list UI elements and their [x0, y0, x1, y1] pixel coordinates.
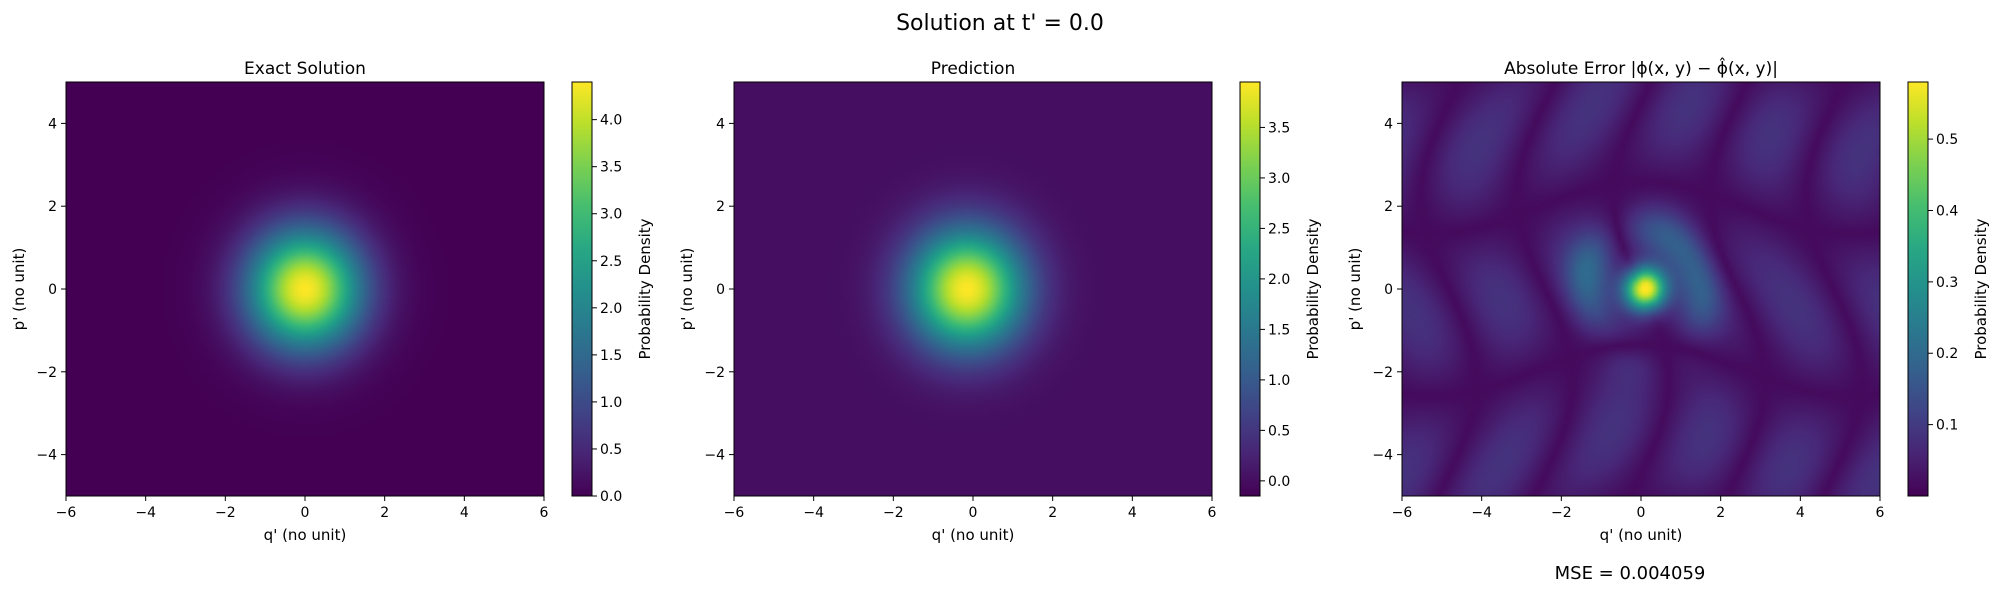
x-axis-label: q' (no unit): [1600, 526, 1683, 544]
colorbar-tick-label: 0.1: [1936, 418, 1958, 434]
y-axis-label: p' (no unit): [678, 248, 696, 331]
figure-suptitle: Solution at t' = 0.0: [896, 11, 1104, 36]
x-axis-label: q' (no unit): [932, 526, 1015, 544]
y-axis-label: p' (no unit): [10, 248, 28, 331]
x-tick-label: 2: [1716, 505, 1725, 521]
colorbar-tick-label: 1.5: [1268, 322, 1290, 338]
colorbar-label: Probability Density: [636, 218, 654, 359]
colorbar: [571, 81, 593, 497]
colorbar-label: Probability Density: [1972, 218, 1990, 359]
y-tick-label: 0: [1384, 282, 1393, 298]
y-tick-label: 4: [716, 116, 725, 132]
y-tick-label: −4: [704, 448, 725, 464]
colorbar-tick-label: 0.4: [1936, 203, 1958, 219]
colorbar-tick-label: 0.0: [600, 489, 622, 505]
colorbar-tick-label: 0.2: [1936, 346, 1958, 362]
colorbar-tick-label: 3.0: [600, 207, 622, 223]
colorbar-tick-label: 0.0: [1268, 474, 1290, 490]
x-tick-label: −2: [215, 505, 236, 521]
y-tick-label: −2: [36, 365, 57, 381]
y-axis-label: p' (no unit): [1346, 248, 1364, 331]
y-tick-label: −2: [704, 365, 725, 381]
x-tick-label: 6: [1876, 505, 1885, 521]
x-tick-label: 2: [1048, 505, 1057, 521]
x-axis-label: q' (no unit): [264, 526, 347, 544]
colorbar: [1907, 81, 1929, 497]
colorbar-tick-label: 3.5: [600, 160, 622, 176]
colorbar-tick-label: 2.5: [1268, 221, 1290, 237]
x-tick-label: 6: [540, 505, 549, 521]
x-tick-label: 4: [460, 505, 469, 521]
colorbar-tick-label: 1.0: [600, 395, 622, 411]
y-tick-label: −2: [1372, 365, 1393, 381]
x-tick-label: −4: [135, 505, 156, 521]
heatmap-image: [66, 82, 544, 496]
y-tick-label: 2: [48, 199, 57, 215]
x-tick-label: −6: [1392, 505, 1413, 521]
colorbar-tick-label: 2.5: [600, 254, 622, 270]
y-tick-label: 2: [1384, 199, 1393, 215]
colorbar-tick-label: 3.5: [1268, 120, 1290, 136]
x-tick-label: −4: [803, 505, 824, 521]
colorbar-label: Probability Density: [1304, 218, 1322, 359]
heatmap-image: [734, 82, 1212, 496]
y-tick-label: 2: [716, 199, 725, 215]
colorbar-tick-label: 2.0: [1268, 272, 1290, 288]
colorbar-tick-label: 0.5: [1268, 423, 1290, 439]
colorbar-tick-label: 1.5: [600, 348, 622, 364]
panel-title: Absolute Error |ϕ(x, y) − ϕ̂(x, y)|: [1504, 56, 1778, 79]
mse-label: MSE = 0.004059: [1555, 563, 1706, 584]
colorbar-tick-label: 4.0: [600, 113, 622, 129]
x-tick-label: −2: [883, 505, 904, 521]
colorbar-tick-label: 2.0: [600, 301, 622, 317]
x-tick-label: 4: [1128, 505, 1137, 521]
x-tick-label: 4: [1796, 505, 1805, 521]
y-tick-label: 4: [48, 116, 57, 132]
panel-title: Exact Solution: [244, 59, 366, 79]
colorbar-tick-label: 0.3: [1936, 275, 1958, 291]
y-tick-label: −4: [1372, 448, 1393, 464]
x-tick-label: 0: [301, 505, 310, 521]
y-tick-label: 0: [716, 282, 725, 298]
y-tick-label: 0: [48, 282, 57, 298]
colorbar-tick-label: 0.5: [1936, 132, 1958, 148]
x-tick-label: 0: [1637, 505, 1646, 521]
heatmap-image: [1402, 82, 1880, 496]
x-tick-label: −2: [1551, 505, 1572, 521]
x-tick-label: 6: [1208, 505, 1217, 521]
x-tick-label: −6: [56, 505, 77, 521]
colorbar-tick-label: 0.5: [600, 442, 622, 458]
x-tick-label: 2: [380, 505, 389, 521]
x-tick-label: −6: [724, 505, 745, 521]
y-tick-label: −4: [36, 448, 57, 464]
colorbar-tick-label: 3.0: [1268, 171, 1290, 187]
colorbar-tick-label: 1.0: [1268, 373, 1290, 389]
x-tick-label: −4: [1471, 505, 1492, 521]
panel-title: Prediction: [931, 59, 1015, 79]
y-tick-label: 4: [1384, 116, 1393, 132]
x-tick-label: 0: [969, 505, 978, 521]
colorbar: [1239, 81, 1261, 497]
